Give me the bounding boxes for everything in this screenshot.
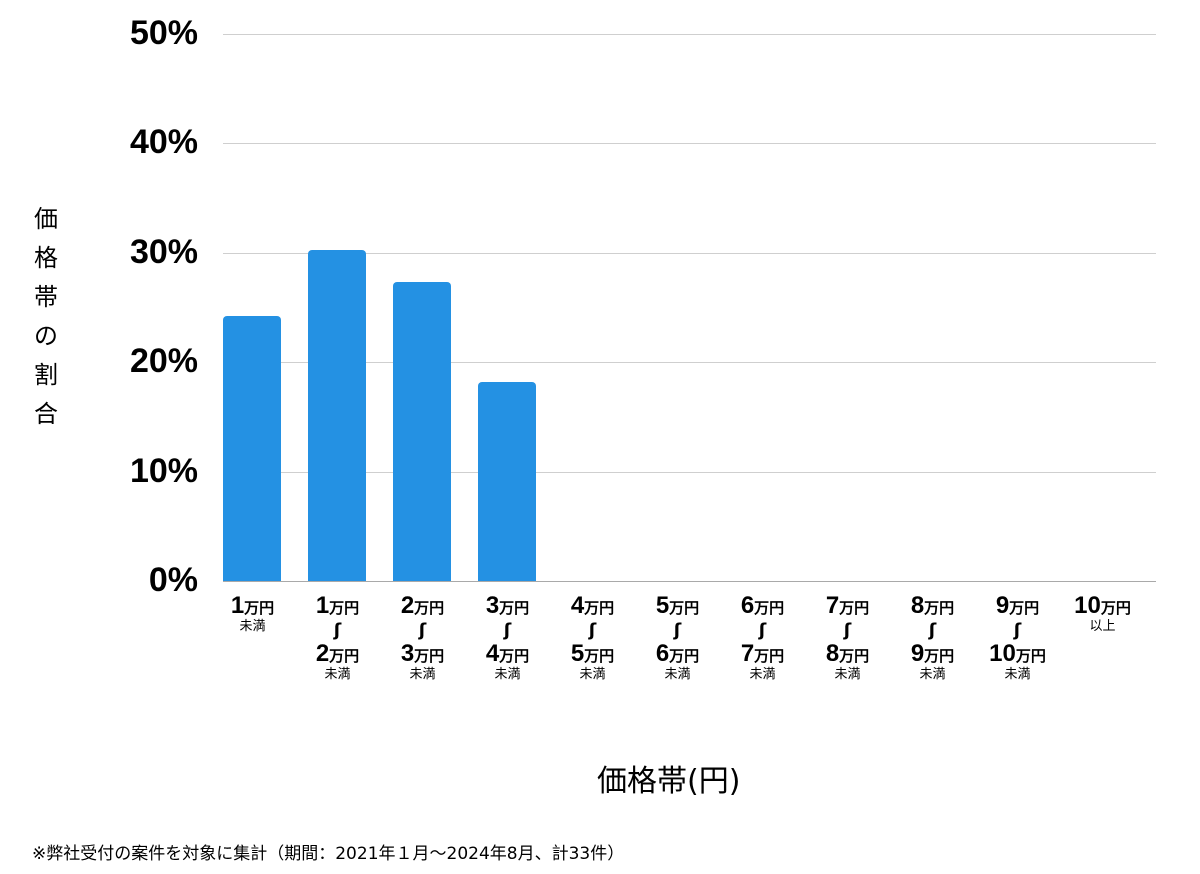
x-tick-amount: 6 <box>655 640 670 667</box>
x-tick-amount: 5 <box>570 640 585 667</box>
range-tilde: ʃ <box>673 620 682 641</box>
y-axis-label-char: 帯 <box>34 283 58 311</box>
x-tick-unit: 万円 <box>754 600 785 617</box>
x-tick-suffix: 未満 <box>579 667 606 682</box>
gridline <box>223 34 1156 35</box>
range-tilde: ʃ <box>843 620 852 641</box>
bar <box>478 381 536 581</box>
x-tick-unit: 万円 <box>669 600 700 617</box>
x-tick-amount: 1 <box>230 592 245 619</box>
y-axis-label-char: 割 <box>34 361 58 389</box>
x-tick-amount: 8 <box>825 640 840 667</box>
x-tick-suffix: 未満 <box>749 667 776 682</box>
y-tick-label: 0% <box>148 561 198 599</box>
x-tick-unit: 万円 <box>499 600 530 617</box>
x-tick-amount: 8 <box>910 592 925 619</box>
range-tilde: ʃ <box>503 620 512 641</box>
x-tick-suffix: 未満 <box>1004 667 1031 682</box>
x-tick-unit: 万円 <box>414 600 445 617</box>
x-tick-unit: 万円 <box>1100 600 1131 617</box>
x-tick-unit: 万円 <box>754 648 785 665</box>
x-tick-amount: 4 <box>485 640 500 667</box>
x-axis-line <box>223 581 1156 582</box>
x-tick-suffix: 未満 <box>239 619 266 634</box>
x-tick-unit: 万円 <box>669 648 700 665</box>
y-axis-label: 価格帯の割合 <box>28 200 64 434</box>
x-tick-amount: 2 <box>315 640 330 667</box>
y-axis-label-char: 合 <box>34 400 58 428</box>
x-tick-label: 7万円 ʃ 8万円 未満 <box>805 594 890 684</box>
y-axis-label-char: の <box>34 322 58 350</box>
x-tick-suffix: 未満 <box>919 667 946 682</box>
x-tick-amount: 6 <box>740 592 755 619</box>
x-tick-suffix: 未満 <box>409 667 436 682</box>
x-tick-amount: 10 <box>989 640 1016 667</box>
range-tilde: ʃ <box>418 620 427 641</box>
x-tick-amount: 9 <box>995 592 1010 619</box>
footnote: ※弊社受付の案件を対象に集計（期間：2021年１月〜2024年8月、計33件） <box>32 844 625 864</box>
bar <box>393 282 451 581</box>
x-tick-label: 10万円以上 <box>1060 594 1145 636</box>
x-tick-amount: 7 <box>825 592 840 619</box>
x-tick-unit: 万円 <box>244 600 275 617</box>
range-tilde: ʃ <box>758 620 767 641</box>
x-tick-unit: 万円 <box>584 600 615 617</box>
x-tick-label: 1万円 ʃ 2万円 未満 <box>295 594 380 684</box>
x-tick-label: 6万円 ʃ 7万円 未満 <box>720 594 805 684</box>
y-tick-label: 30% <box>129 232 198 271</box>
x-axis-title: 価格帯(円) <box>597 764 741 799</box>
gridline <box>223 252 1156 254</box>
y-tick-label: 50% <box>129 14 198 52</box>
bar <box>308 249 366 581</box>
range-tilde: ʃ <box>1013 620 1022 641</box>
x-tick-label: 1万円未満 <box>210 594 295 636</box>
x-tick-unit: 万円 <box>329 600 360 617</box>
x-tick-suffix: 未満 <box>834 667 861 682</box>
x-tick-amount: 2 <box>400 592 415 619</box>
x-tick-amount: 5 <box>655 592 670 619</box>
x-tick-label: 9万円 ʃ 10万円 未満 <box>975 594 1060 684</box>
gridline <box>223 362 1156 364</box>
x-tick-amount: 3 <box>485 592 500 619</box>
y-axis-label-char: 価 <box>34 205 58 233</box>
x-tick-suffix: 未満 <box>494 667 521 682</box>
x-tick-amount: 10 <box>1074 592 1101 619</box>
x-tick-label: 3万円 ʃ 4万円 未満 <box>465 594 550 684</box>
range-tilde: ʃ <box>588 620 597 641</box>
y-tick-label: 40% <box>129 123 198 162</box>
x-tick-amount: 4 <box>570 592 585 619</box>
x-tick-label: 4万円 ʃ 5万円 未満 <box>550 594 635 684</box>
x-tick-unit: 万円 <box>414 648 445 665</box>
x-tick-amount: 1 <box>315 592 330 619</box>
x-tick-suffix: 以上 <box>1089 619 1116 634</box>
x-tick-suffix: 未満 <box>664 667 691 682</box>
x-tick-unit: 万円 <box>1015 648 1046 665</box>
x-tick-unit: 万円 <box>839 648 870 665</box>
x-tick-label: 5万円 ʃ 6万円 未満 <box>635 594 720 684</box>
y-tick-label: 10% <box>129 451 198 490</box>
x-tick-label: 2万円 ʃ 3万円 未満 <box>380 594 465 684</box>
bar <box>223 316 281 581</box>
y-tick-label: 20% <box>129 342 198 381</box>
range-tilde: ʃ <box>928 620 937 641</box>
x-tick-suffix: 未満 <box>324 667 351 682</box>
x-tick-unit: 万円 <box>924 600 955 617</box>
x-tick-unit: 万円 <box>839 600 870 617</box>
x-tick-amount: 9 <box>910 640 925 667</box>
y-axis-label-char: 格 <box>34 244 58 272</box>
gridline <box>223 143 1156 145</box>
x-tick-amount: 3 <box>400 640 415 667</box>
x-tick-unit: 万円 <box>584 648 615 665</box>
range-tilde: ʃ <box>333 620 342 641</box>
x-tick-unit: 万円 <box>329 648 360 665</box>
gridline <box>223 471 1156 473</box>
x-tick-label: 8万円 ʃ 9万円 未満 <box>890 594 975 684</box>
x-tick-amount: 7 <box>740 640 755 667</box>
x-tick-unit: 万円 <box>1009 600 1040 617</box>
x-tick-unit: 万円 <box>924 648 955 665</box>
x-tick-unit: 万円 <box>499 648 530 665</box>
